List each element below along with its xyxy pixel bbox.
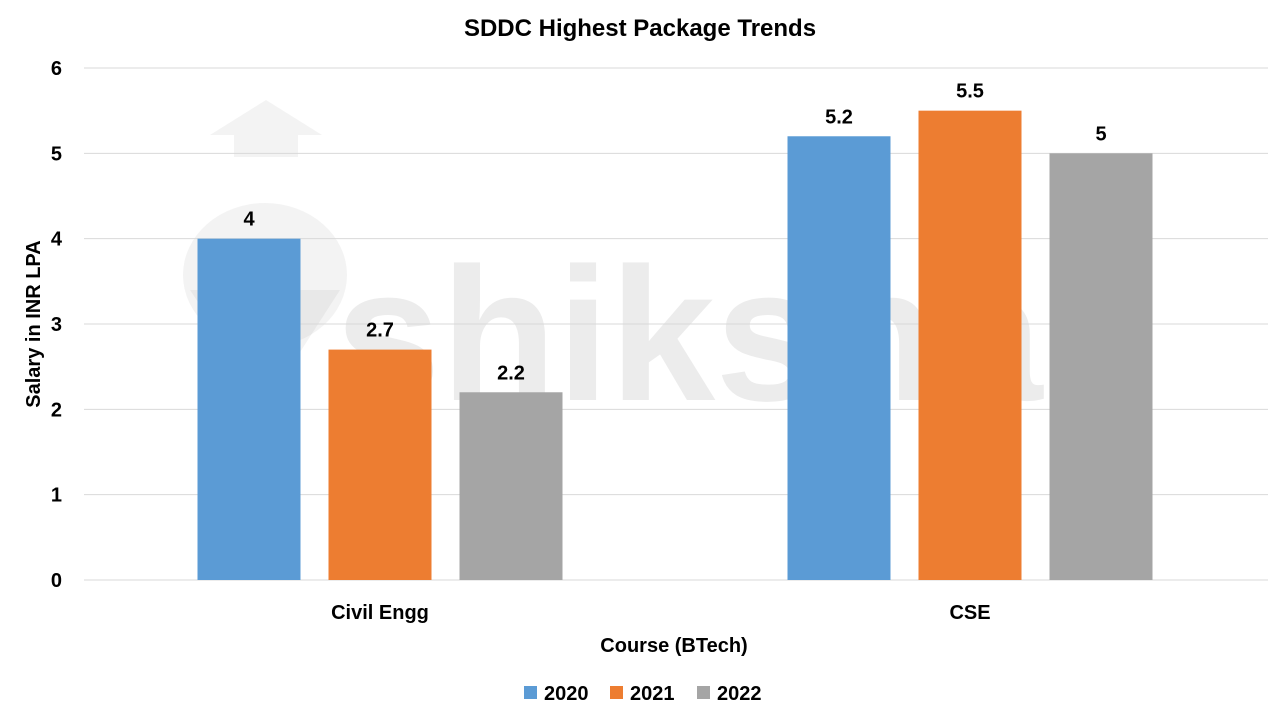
y-tick-label: 5 xyxy=(51,143,62,165)
legend-swatch-2021 xyxy=(610,686,623,699)
data-label: 2.2 xyxy=(497,362,525,384)
data-label: 5 xyxy=(1095,123,1106,145)
legend-swatch-2020 xyxy=(524,686,537,699)
y-tick-labels: 0 1 2 3 4 5 6 xyxy=(51,58,63,592)
legend-swatch-2022 xyxy=(697,686,710,699)
x-axis-title: Course (BTech) xyxy=(600,635,747,657)
legend-label: 2020 xyxy=(544,683,589,705)
x-category-label: CSE xyxy=(949,602,990,624)
y-tick-label: 0 xyxy=(51,570,62,592)
bar-2020-civil-engg xyxy=(197,238,301,580)
y-tick-label: 2 xyxy=(51,399,62,421)
data-label: 2.7 xyxy=(366,320,394,342)
y-axis-title: Salary in INR LPA xyxy=(23,240,45,407)
bar-2020-cse xyxy=(787,136,891,580)
legend-label: 2022 xyxy=(717,683,762,705)
legend: 2020 2021 2022 xyxy=(524,683,762,705)
data-label: 5.5 xyxy=(956,81,984,103)
y-tick-label: 6 xyxy=(51,58,62,80)
y-tick-label: 4 xyxy=(51,229,63,251)
bar-2021-cse xyxy=(918,110,1022,581)
x-category-labels: Civil Engg CSE xyxy=(331,602,990,624)
legend-label: 2021 xyxy=(630,683,675,705)
bar-2021-civil-engg xyxy=(328,349,432,580)
x-category-label: Civil Engg xyxy=(331,602,429,624)
chart-title: SDDC Highest Package Trends xyxy=(464,15,816,42)
y-tick-label: 3 xyxy=(51,314,62,336)
bar-series xyxy=(197,110,1153,581)
data-label: 4 xyxy=(243,209,255,231)
watermark: shiksha xyxy=(183,100,1044,441)
data-labels: 4 2.7 2.2 5.2 5.5 5 xyxy=(243,81,1106,385)
y-tick-label: 1 xyxy=(51,485,62,507)
bar-2022-civil-engg xyxy=(459,392,563,580)
data-label: 5.2 xyxy=(825,106,853,128)
bar-2022-cse xyxy=(1049,153,1153,581)
